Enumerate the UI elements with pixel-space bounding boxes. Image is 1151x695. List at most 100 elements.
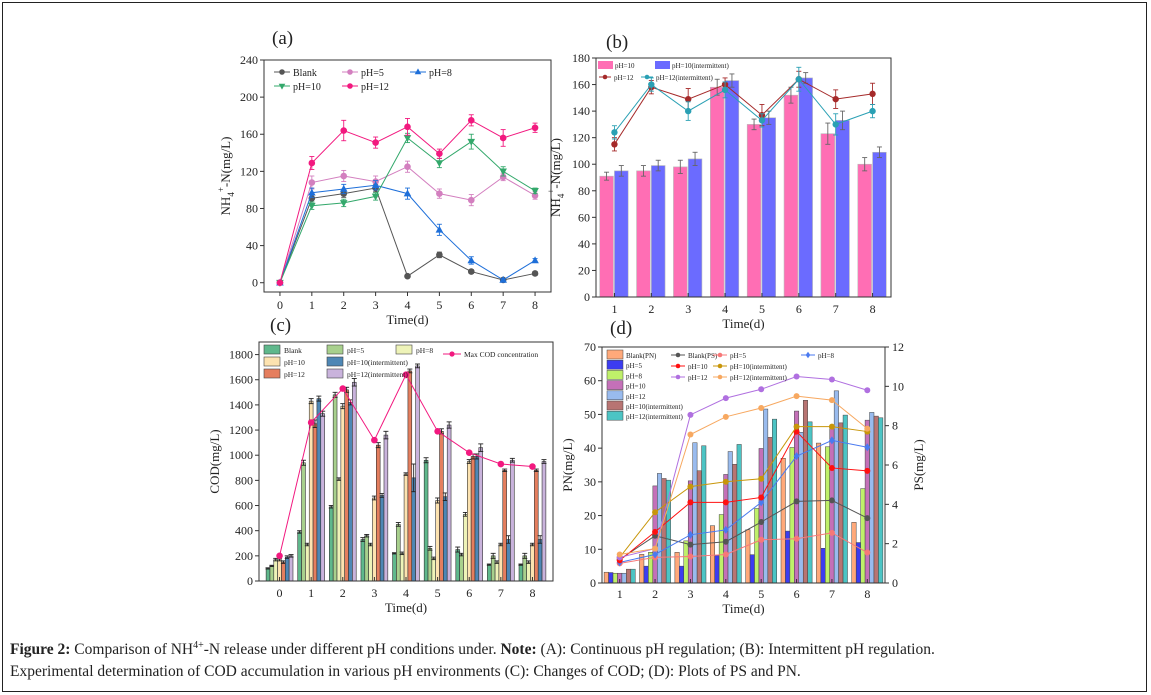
caption-line-1: Figure 2: Comparison of NH4+-N release u… — [10, 635, 1140, 661]
legend-swatch — [326, 368, 344, 379]
bar — [376, 444, 381, 582]
legend-swatch — [606, 400, 624, 411]
plot-frame — [595, 57, 892, 298]
bar — [612, 572, 618, 584]
data-point — [687, 411, 694, 418]
bar — [534, 470, 539, 582]
legend-marker — [717, 352, 723, 358]
y-tick-label: 80 — [246, 201, 258, 215]
bar — [783, 94, 799, 298]
line-series-Max COD concentration — [276, 371, 536, 560]
legend-label: pH=10 — [284, 358, 305, 367]
bar — [710, 86, 725, 298]
bar — [490, 555, 496, 582]
y-tick-label: 140 — [572, 104, 590, 118]
bar-series-pH=12(intermittent) — [288, 363, 547, 582]
data-point — [404, 163, 411, 171]
legend-label: Max COD concentration — [464, 350, 538, 359]
bar — [316, 398, 322, 582]
y-tick-label: 0 — [590, 576, 596, 590]
bar — [614, 170, 629, 298]
bar — [636, 170, 651, 298]
data-point — [864, 467, 871, 474]
legend-marker — [279, 69, 285, 75]
data-point — [403, 135, 412, 143]
bar — [407, 370, 413, 582]
y-tick-label-right: 10 — [892, 379, 904, 393]
bar — [736, 444, 742, 584]
bar — [459, 554, 464, 582]
x-tick-label: 5 — [436, 298, 442, 312]
bar — [312, 423, 318, 582]
y-tick-label: 0 — [584, 290, 590, 304]
legend-label: pH=10(intermittent) — [672, 62, 729, 70]
bar — [643, 565, 649, 584]
y-tick-label: 200 — [240, 90, 258, 104]
line-series-pH=8 — [616, 436, 871, 567]
x-tick-label: 4 — [722, 302, 728, 316]
y-tick-label: 1600 — [229, 373, 253, 387]
data-point — [864, 443, 871, 452]
bar — [285, 556, 290, 582]
data-point — [371, 193, 380, 201]
data-point — [758, 494, 765, 501]
data-point — [434, 428, 441, 435]
data-point — [308, 179, 316, 186]
series-pH=8 — [276, 180, 539, 286]
bar — [443, 496, 448, 582]
bar — [802, 400, 808, 584]
data-point — [531, 188, 539, 195]
data-point — [758, 117, 766, 124]
bar — [724, 80, 740, 298]
bar — [761, 117, 776, 298]
data-point — [308, 202, 316, 210]
panel-b: (b) 0 20 40 60 80 100 120 140 160 180 1 2 3 4 5 6 7 8 Time(… — [546, 32, 892, 331]
y-tick-label: 1000 — [229, 448, 253, 462]
data-point — [832, 121, 839, 128]
bar — [767, 437, 773, 584]
bar — [478, 447, 483, 582]
y-tick-label: 40 — [246, 239, 258, 253]
x-tick-label: 8 — [864, 587, 870, 601]
data-point — [467, 117, 475, 124]
bar — [749, 554, 755, 584]
bar — [873, 415, 879, 584]
bar — [754, 508, 760, 584]
data-point — [531, 256, 539, 264]
legend-label: pH=10(intermittent) — [730, 363, 787, 371]
x-tick-label: 7 — [498, 586, 504, 600]
bar — [820, 548, 826, 584]
bar — [301, 462, 306, 582]
data-point — [648, 81, 655, 88]
series-line — [619, 532, 868, 564]
bar — [599, 175, 614, 298]
bar — [829, 427, 835, 584]
legend-label: pH=5 — [361, 68, 384, 79]
data-point — [652, 550, 659, 559]
x-tick-label: 6 — [794, 587, 800, 601]
y-tick-label: 1200 — [229, 423, 253, 437]
legend-label: pH=8 — [818, 352, 835, 360]
bar — [364, 535, 369, 582]
data-point — [371, 436, 378, 444]
bar — [411, 477, 416, 582]
y-tick-label: 60 — [578, 210, 590, 224]
legend-marker — [347, 69, 353, 75]
y-tick-label: 80 — [578, 184, 590, 198]
bar — [498, 544, 504, 582]
y-tick-label: 0 — [252, 276, 258, 290]
bar — [746, 124, 762, 298]
data-point — [276, 279, 284, 287]
data-point — [652, 545, 659, 552]
data-point — [722, 478, 729, 485]
legend-label: pH=10 — [293, 82, 321, 93]
panel-label: (c) — [270, 315, 291, 336]
bar-series-pH=10 — [599, 78, 872, 298]
bar — [344, 389, 349, 582]
x-axis-label: Time(d) — [722, 316, 764, 331]
bar — [463, 514, 468, 582]
bar — [807, 421, 813, 584]
bar — [396, 524, 401, 582]
data-point — [687, 431, 694, 438]
